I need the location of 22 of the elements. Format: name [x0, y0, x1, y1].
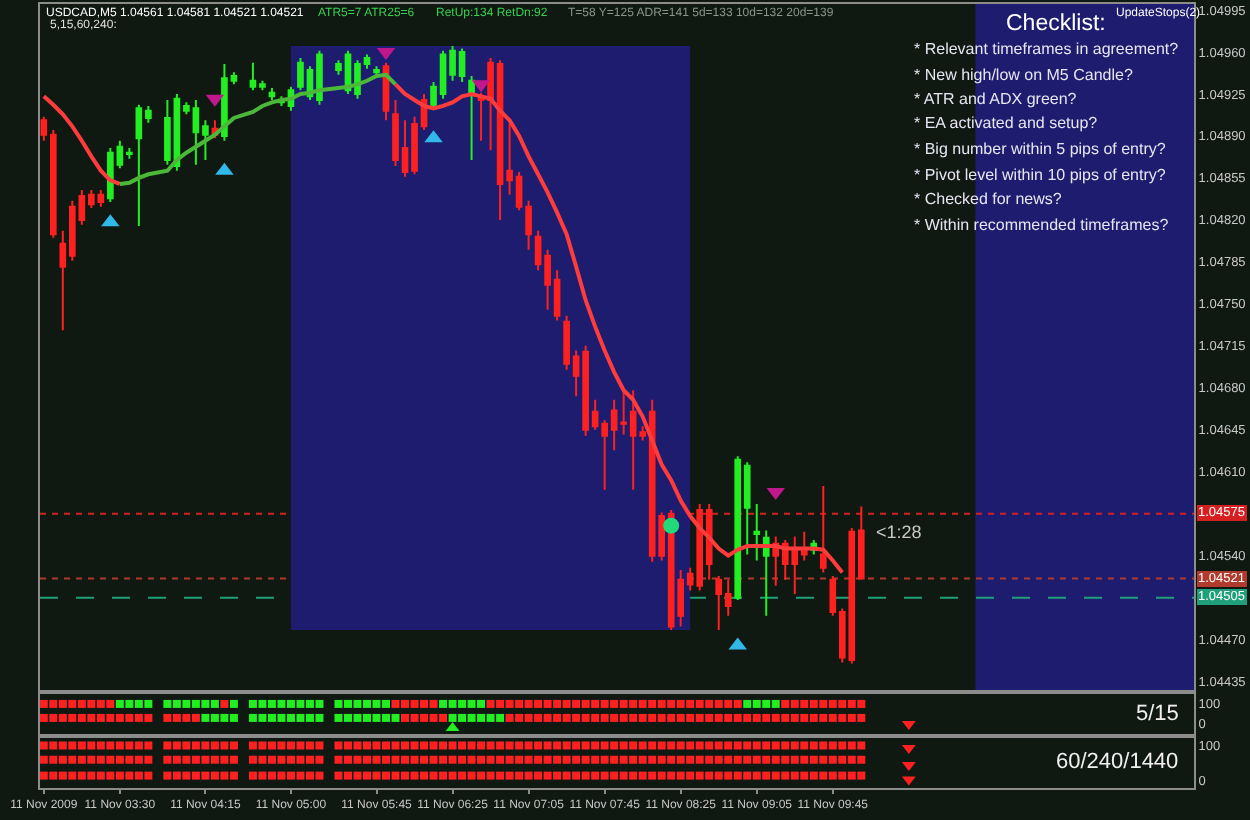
line-series — [393, 82, 845, 575]
candlestick — [468, 74, 475, 161]
line-series — [117, 72, 398, 186]
annotation: * Big number within 5 pips of entry? — [914, 140, 1167, 158]
candlestick — [268, 86, 276, 101]
line-series — [41, 94, 122, 186]
text: 60/240/1440 — [1056, 750, 1179, 774]
annotation: <1:28 — [876, 522, 922, 542]
annotation: * Within recommended timeframes? — [914, 216, 1170, 234]
annotation: * Relevant timeframes in agreement? — [914, 40, 1180, 58]
candlestick — [753, 503, 761, 562]
annotation: * ATR and ADX green? — [914, 90, 1078, 108]
candlestick — [762, 529, 770, 617]
chart-title: 5/15 — [1136, 702, 1179, 726]
annotation: * Checked for news? — [914, 190, 1063, 208]
annotation: * New high/low on M5 Candle? — [914, 66, 1134, 84]
candlestick — [819, 485, 827, 574]
point — [663, 517, 680, 534]
annotation: * EA activated and setup? — [914, 114, 1099, 132]
annotation: Checklist: — [1006, 12, 1106, 36]
annotation: * Pivot level within 10 pips of entry? — [914, 166, 1167, 184]
candlestick — [373, 65, 380, 77]
